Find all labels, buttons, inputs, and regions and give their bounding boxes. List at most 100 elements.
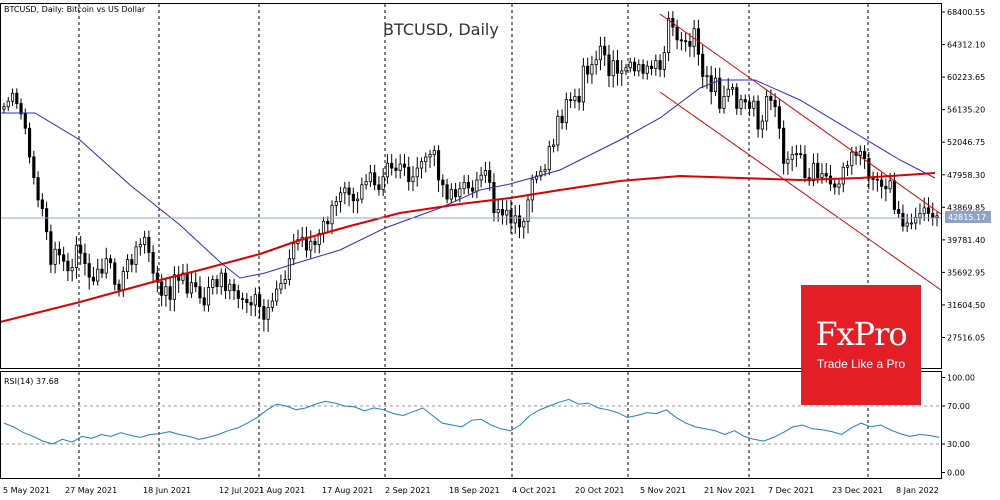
candle-body [645, 65, 649, 74]
candle-body [688, 41, 692, 47]
candle-body [330, 205, 334, 225]
candle-body [32, 156, 36, 179]
candle-body [500, 209, 505, 216]
candle-body [564, 99, 568, 124]
candle-body [730, 87, 735, 90]
candle-body [581, 65, 585, 103]
candle-body [624, 67, 628, 72]
candle-body [569, 99, 573, 101]
candle-body [436, 150, 441, 181]
candle-body [228, 283, 232, 292]
candle-body [385, 162, 389, 178]
candle-body [138, 244, 142, 248]
candle-body [649, 65, 654, 69]
rsi-pane-border [0, 371, 942, 479]
price-tick-label: 56135.20 [947, 106, 985, 115]
rsi-line [3, 398, 940, 445]
candle-body [66, 260, 70, 272]
candle-body [415, 167, 419, 178]
candle-body [351, 193, 355, 202]
rsi-tick-label: 0.00 [947, 469, 965, 478]
candle-body [598, 45, 603, 61]
candle-body [356, 198, 360, 202]
candle-body [897, 209, 901, 214]
candle-body [121, 271, 125, 291]
price-tick-label: 60223.65 [947, 73, 985, 82]
candle-body [530, 178, 534, 201]
candle-body [2, 106, 6, 110]
candle-body [786, 158, 790, 164]
candle-body [262, 306, 266, 320]
candle-body [219, 272, 223, 288]
time-tick-label: 12 Jul 2021 [219, 486, 264, 495]
candle-body [628, 61, 632, 69]
candle-body [594, 59, 598, 65]
candle-body [181, 272, 185, 281]
price-tick-label: 47958.30 [947, 171, 985, 180]
candle-body [160, 281, 164, 296]
chart-title: BTCUSD, Daily [383, 20, 499, 39]
candle-body [658, 60, 662, 70]
candle-body [820, 173, 824, 179]
candle-body [258, 294, 262, 307]
candle-body [777, 106, 781, 129]
candle-body [245, 299, 249, 303]
candle-body [556, 115, 560, 146]
candle-body [6, 100, 10, 108]
candle-body [232, 283, 236, 292]
candle-body [23, 113, 27, 129]
candle-body [241, 298, 245, 301]
candle-body [577, 95, 581, 103]
main-pane-border [0, 3, 942, 369]
candle-body [151, 252, 155, 274]
candle-body [326, 220, 330, 225]
time-tick-label: 1 Aug 2021 [259, 486, 305, 495]
candle-body [641, 64, 645, 74]
candle-body [449, 189, 453, 200]
candle-body [27, 127, 32, 158]
candle-body [752, 100, 756, 109]
candle-body [496, 209, 500, 214]
candle-body [824, 173, 828, 177]
candle-body [368, 172, 372, 182]
rsi-axis: 100.00 70.00 30.00 0.00 [941, 374, 975, 478]
candle-body [275, 288, 279, 302]
candle-body [279, 283, 283, 290]
candle-body [918, 213, 922, 218]
candle-body [155, 272, 159, 283]
candle-body [632, 61, 637, 72]
candle-body [130, 259, 134, 265]
candle-body [19, 103, 23, 115]
candle-body [441, 179, 445, 186]
candle-body [718, 77, 722, 109]
candle-body [407, 166, 411, 182]
candle-body [266, 306, 270, 320]
candle-body [53, 248, 57, 265]
candle-body [722, 95, 726, 109]
candle-body [134, 246, 138, 265]
price-axis: 68400.55 64312.10 60223.65 56135.20 52046.75… [941, 8, 985, 343]
candles-layer [2, 11, 939, 332]
candle-body [880, 179, 884, 187]
candle-body [790, 154, 794, 160]
candle-body [522, 220, 526, 228]
time-tick-label: 27 May 2021 [65, 486, 117, 495]
candle-body [662, 52, 666, 70]
rsi-tick-label: 30.00 [947, 440, 970, 449]
candle-body [411, 176, 415, 182]
candle-body [735, 87, 739, 109]
time-tick-label: 18 Sep 2021 [449, 486, 500, 495]
price-tick-label: 68400.55 [947, 8, 985, 17]
candle-body [419, 161, 424, 169]
candle-body [49, 231, 53, 265]
candle-body [739, 99, 743, 109]
candle-body [603, 45, 607, 56]
candle-body [143, 236, 147, 245]
candle-body [424, 156, 428, 163]
candle-body [705, 75, 709, 78]
candle-body [914, 217, 918, 224]
candle-body [172, 274, 176, 300]
candle-body [334, 201, 338, 206]
candle-body [321, 220, 326, 234]
